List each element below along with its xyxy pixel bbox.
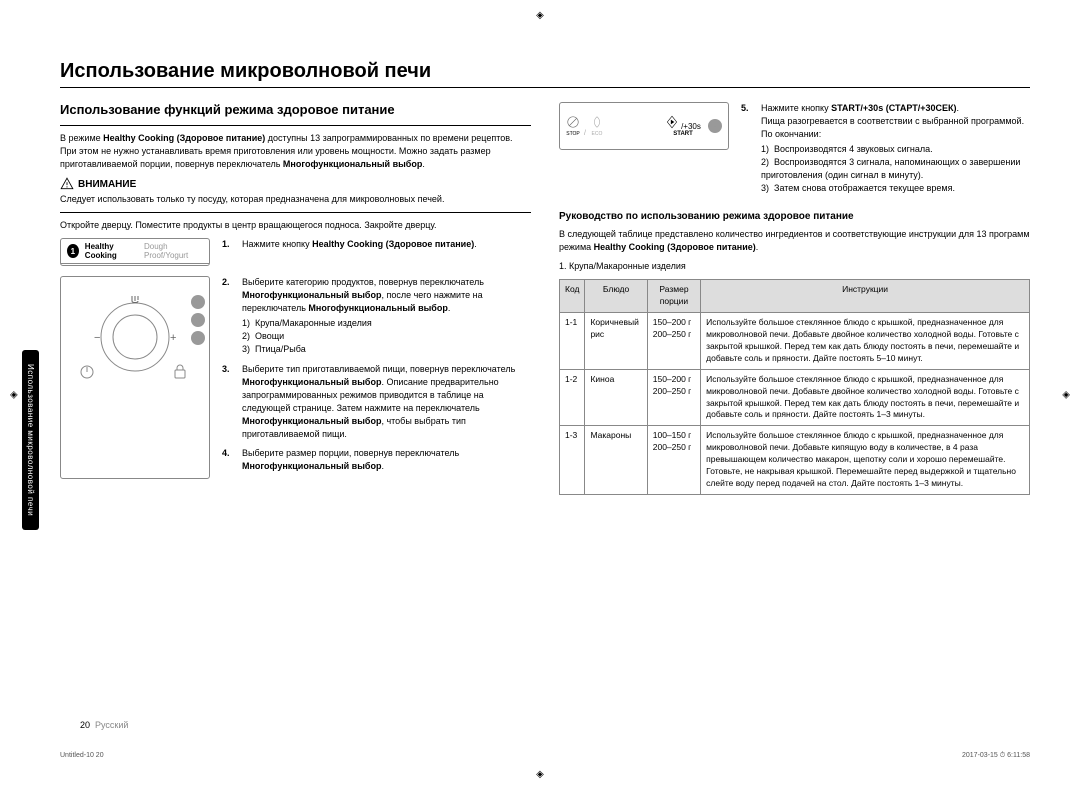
step-badge-3: 3	[191, 313, 205, 327]
table-row: 1-2Киноа150–200 г200–250 гИспользуйте бо…	[560, 369, 1030, 426]
tab-dough-proof: Dough Proof/Yogurt	[144, 242, 203, 260]
guide-heading: Руководство по использованию режима здор…	[559, 211, 1030, 222]
table-row: 1-3Макароны100–150 г200–250 гИспользуйте…	[560, 426, 1030, 494]
step-badge-4: 4	[191, 331, 205, 345]
col-code: Код	[560, 280, 585, 313]
lcd-panel: STOP / ECO /+30s START	[559, 102, 729, 150]
svg-text:−: −	[94, 332, 100, 344]
warning-heading: ВНИМАНИЕ	[60, 177, 531, 191]
col-dish: Блюдо	[585, 280, 647, 313]
guide-paragraph: В следующей таблице представлено количес…	[559, 228, 1030, 254]
eco-icon	[590, 115, 604, 129]
recipe-table: Код Блюдо Размер порции Инструкции 1-1Ко…	[559, 279, 1030, 494]
step-badge-2: 2	[191, 295, 205, 309]
right-column: STOP / ECO /+30s START	[559, 102, 1030, 495]
col-instr: Инструкции	[701, 280, 1030, 313]
open-door-text: Откройте дверцу. Поместите продукты в це…	[60, 219, 531, 232]
step-badge-5: 5	[708, 119, 722, 133]
start-icon	[665, 115, 679, 129]
step-5: 5. Нажмите кнопку START/+30s (СТАРТ/+30С…	[741, 102, 1030, 195]
step-badge-1: 1	[67, 244, 79, 258]
tab-healthy-cooking: Healthy Cooking	[85, 242, 138, 260]
warning-text: Следует использовать только ту посуду, к…	[60, 193, 531, 206]
print-footer: Untitled-10 20 2017-03-15 ⏱ 6:11:58	[60, 752, 1030, 760]
control-panel-dial: − +	[60, 276, 210, 479]
left-column: Использование функций режима здоровое пи…	[60, 102, 531, 495]
table-caption: 1. Крупа/Макаронные изделия	[559, 260, 1030, 273]
page-title: Использование микроволновой печи	[60, 60, 1030, 83]
intro-paragraph: В режиме Healthy Cooking (Здоровое питан…	[60, 132, 531, 171]
section-heading: Использование функций режима здоровое пи…	[60, 102, 531, 117]
stop-icon	[566, 115, 580, 129]
svg-text:+: +	[170, 332, 176, 344]
step-4: 4. Выберите размер порции, повернув пере…	[222, 447, 531, 473]
dial-illustration: − +	[65, 282, 205, 392]
step-1-text: 1. Нажмите кнопку Healthy Cooking (Здоро…	[222, 238, 531, 266]
page-number: 20 Русский	[80, 720, 128, 730]
step-2: 2. Выберите категорию продуктов, поверну…	[222, 276, 531, 356]
step-3: 3. Выберите тип приготавливаемой пищи, п…	[222, 363, 531, 441]
table-row: 1-1Коричневый рис150–200 г200–250 гИспол…	[560, 313, 1030, 370]
col-size: Размер порции	[647, 280, 700, 313]
control-panel-tab: 1 Healthy Cooking Dough Proof/Yogurt	[60, 238, 210, 266]
warning-icon	[60, 177, 74, 191]
